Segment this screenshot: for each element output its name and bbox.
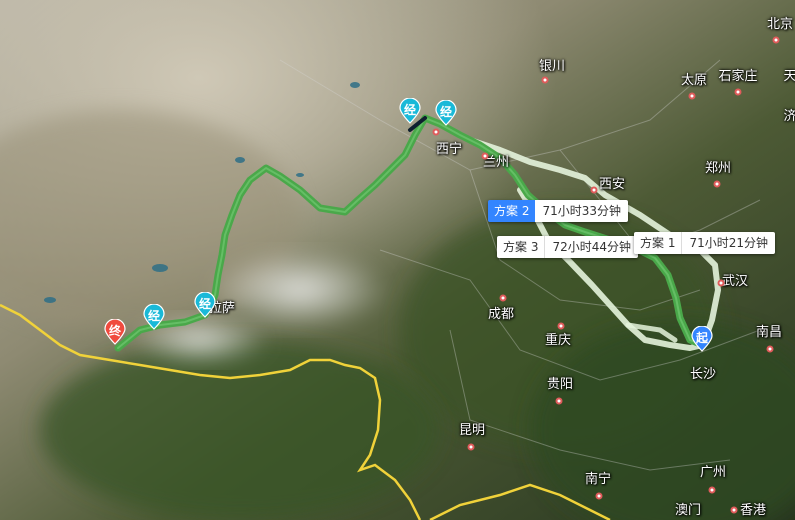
end-marker[interactable]: 终 [104,319,126,345]
city-label-chongqing[interactable]: 重庆 [544,333,572,348]
city-label-hongkong[interactable]: 香港 [739,503,767,518]
via-pin-icon [143,304,165,330]
city-dot-hongkong [730,506,738,514]
via-marker-1[interactable]: 经 [399,98,421,124]
city-label-ji[interactable]: 济 [783,109,795,124]
city-label-tian[interactable]: 天 [783,69,795,84]
city-label-kunming[interactable]: 昆明 [458,423,486,438]
plan-2-tag[interactable]: 方案 2 [488,200,536,222]
city-label-guiyang[interactable]: 贵阳 [546,377,574,392]
city-dot-yinchuan [541,76,549,84]
plan-2-time: 71小时33分钟 [535,200,628,222]
end-pin-icon [104,319,126,345]
city-label-beijing[interactable]: 北京 [766,17,794,32]
city-label-nanchang[interactable]: 南昌 [755,325,783,340]
city-dot-shijiazhuang [734,88,742,96]
city-label-changsha[interactable]: 长沙 [689,367,717,382]
city-dot-taiyuan [688,92,696,100]
via-pin-icon [399,98,421,124]
city-dot-chengdu [499,294,507,302]
city-dot-kunming [467,443,475,451]
city-label-zhengzhou[interactable]: 郑州 [704,161,732,176]
city-label-guangzhou[interactable]: 广州 [699,465,727,480]
city-label-chengdu[interactable]: 成都 [487,307,515,322]
city-dot-nanchang [766,345,774,353]
city-label-shijiazhuang[interactable]: 石家庄 [718,69,758,84]
start-pin-icon [691,326,713,352]
city-dot-chongqing [557,322,565,330]
via-pin-icon [435,100,457,126]
city-dot-xining [432,128,440,136]
city-label-macau[interactable]: 澳门 [674,503,702,518]
via-marker-4-label: 经 [147,309,160,323]
city-label-nanning[interactable]: 南宁 [584,472,612,487]
city-dot-beijing [772,36,780,44]
via-marker-4[interactable]: 经 [143,304,165,330]
start-marker[interactable]: 起 [691,326,713,352]
city-dot-zhengzhou [713,180,721,188]
city-label-taiyuan[interactable]: 太原 [680,73,708,88]
route-plan-3 [517,187,706,351]
city-label-yinchuan[interactable]: 银川 [538,59,566,74]
route-plan-1-label[interactable]: 方案 1 71小时21分钟 [634,232,775,254]
city-dot-guangzhou [708,486,716,494]
city-dot-xian [590,186,598,194]
via-marker-3[interactable]: 经 [194,292,216,318]
plan-1-tag[interactable]: 方案 1 [634,232,683,254]
city-label-xining[interactable]: 西宁 [435,142,463,157]
via-marker-1-label: 经 [403,103,416,117]
via-pin-icon [194,292,216,318]
route-plan-2-label[interactable]: 方案 2 71小时33分钟 [488,200,628,222]
route-plan-3-label[interactable]: 方案 3 72小时44分钟 [497,236,638,258]
plan-3-time: 72小时44分钟 [545,236,638,258]
city-dot-nanning [595,492,603,500]
city-label-lhasa[interactable]: 拉萨 [208,301,236,316]
plan-3-tag[interactable]: 方案 3 [497,236,546,258]
border-line [0,303,422,520]
city-label-xian[interactable]: 西安 [598,177,626,192]
city-dot-guiyang [555,397,563,405]
city-label-wuhan[interactable]: 武汉 [721,274,749,289]
city-dot-wuhan [717,279,725,287]
via-marker-2[interactable]: 经 [435,100,457,126]
via-marker-3-label: 经 [198,297,211,311]
via-marker-2-label: 经 [439,105,452,119]
end-marker-label: 终 [108,324,121,338]
start-marker-label: 起 [695,331,708,345]
city-label-lanzhou[interactable]: 兰州 [482,155,510,170]
city-dot-lanzhou [481,152,489,160]
plan-1-time: 71小时21分钟 [682,232,775,254]
